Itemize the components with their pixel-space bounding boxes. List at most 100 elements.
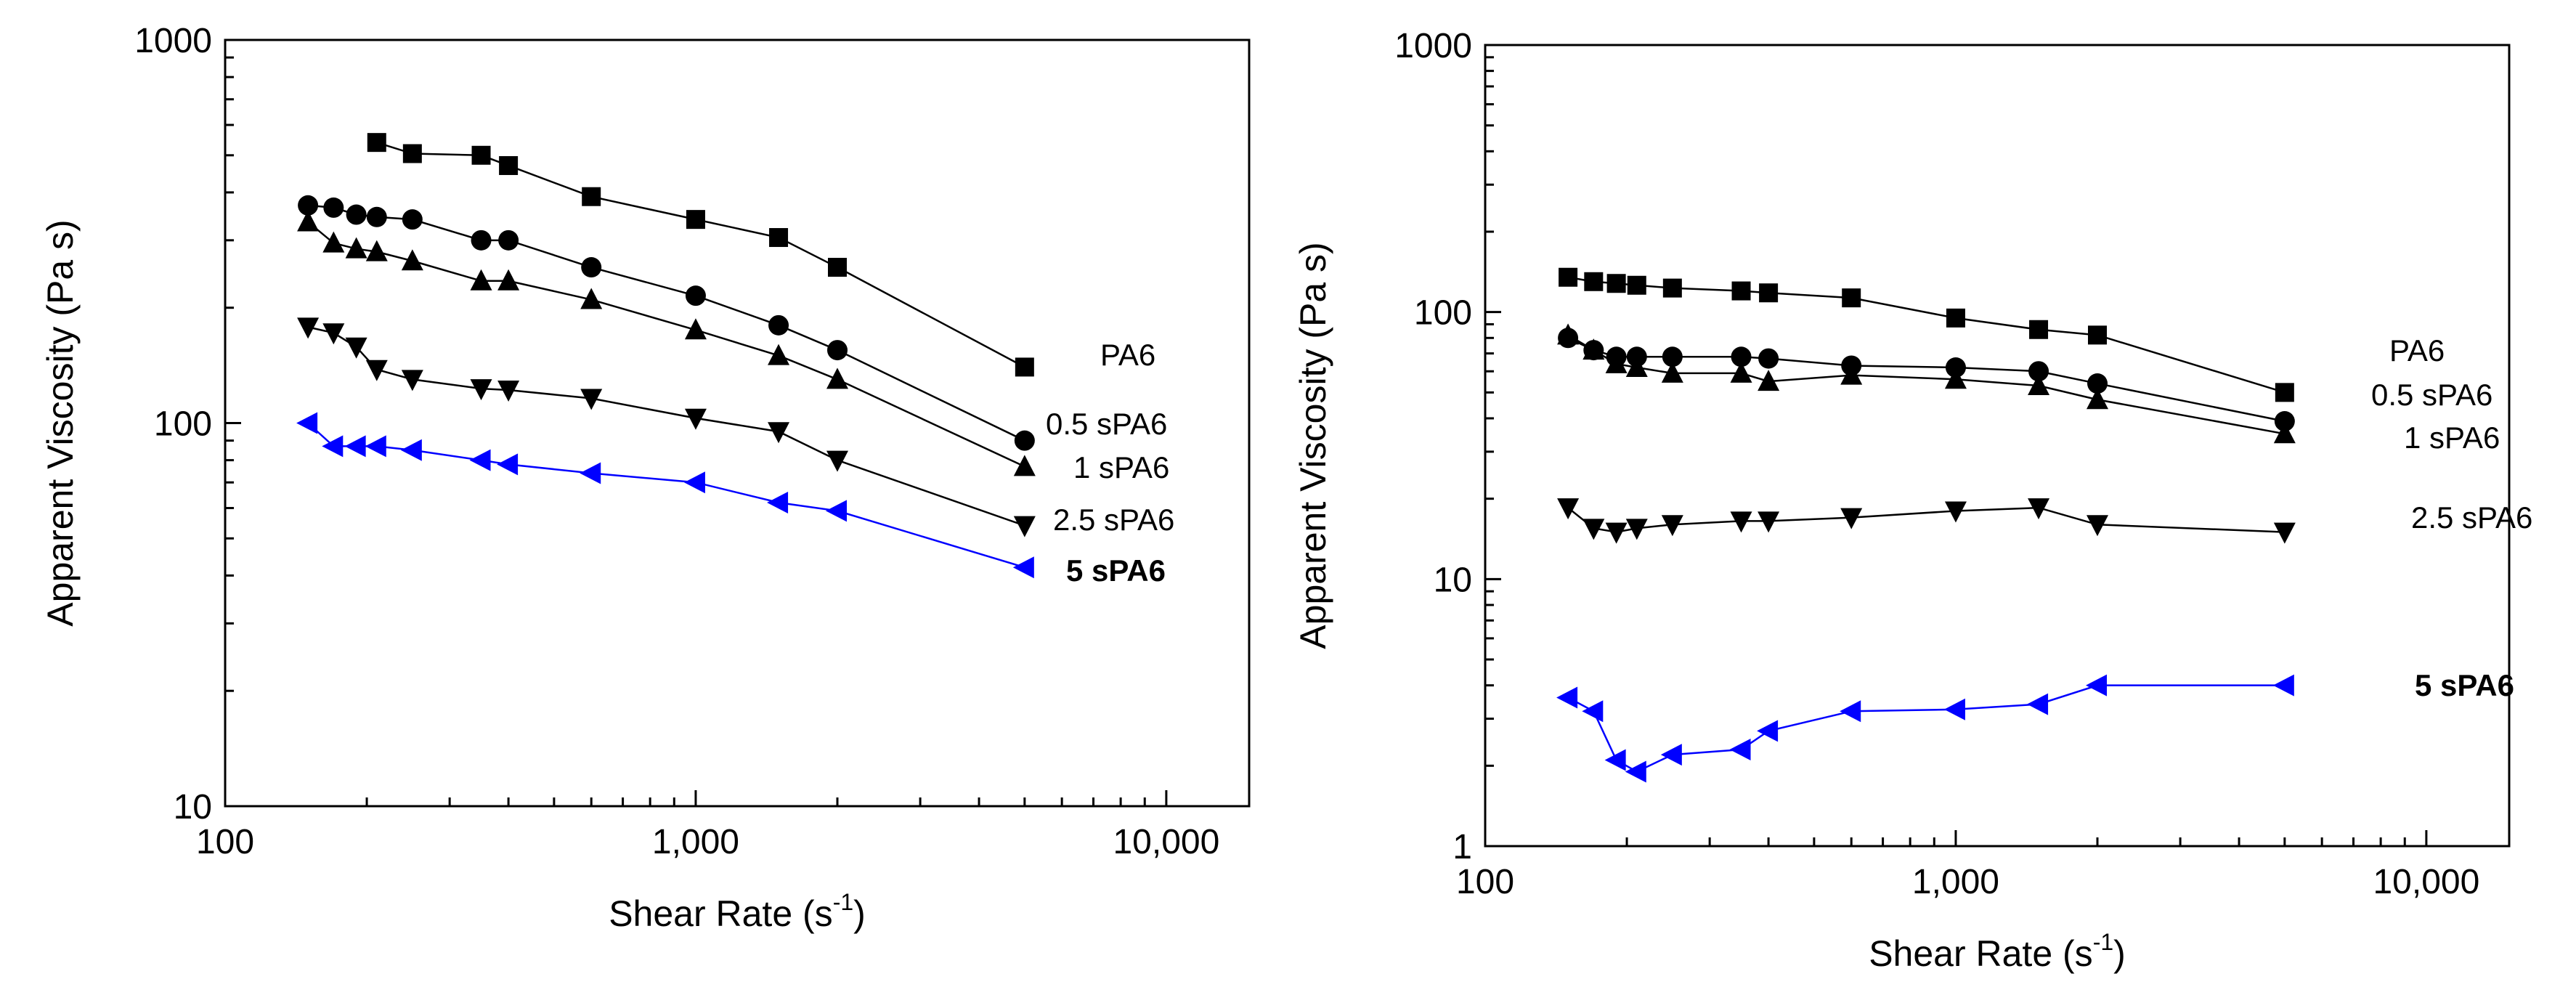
x-tick-label: 10,000 [1113, 823, 1219, 861]
data-point [1758, 511, 1780, 533]
data-point [1758, 348, 1779, 369]
series-label: 1 sPA6 [2404, 421, 2500, 455]
data-point [768, 314, 789, 336]
series-0-5-sPA6: 0.5 sPA6 [1558, 328, 2492, 432]
data-point [1662, 278, 1682, 298]
data-point [470, 379, 492, 401]
data-point [1014, 430, 1035, 451]
data-point [581, 257, 602, 278]
data-point [2087, 388, 2109, 410]
data-point [1729, 739, 1751, 761]
series-1-sPA6: 1 sPA6 [297, 210, 1169, 484]
data-point [298, 195, 319, 216]
y-tick-label: 1 [1452, 828, 1472, 866]
data-point [2274, 411, 2295, 432]
data-point [1015, 357, 1034, 377]
y-tick-label: 10 [1434, 561, 1472, 599]
data-point [470, 269, 492, 291]
data-point [2272, 674, 2294, 697]
data-point [365, 240, 388, 261]
data-point [582, 187, 601, 206]
x-tick-label: 1,000 [1912, 863, 1999, 901]
data-point [1557, 323, 1580, 345]
data-point [345, 237, 367, 259]
data-point [580, 288, 603, 309]
data-point [499, 155, 519, 175]
data-point [1605, 352, 1628, 373]
data-point [826, 500, 848, 522]
data-point [1945, 357, 1966, 378]
data-point [1943, 698, 1965, 720]
data-point [1625, 760, 1646, 783]
data-point [365, 360, 388, 381]
data-point [497, 453, 519, 476]
data-point [471, 145, 491, 165]
series-0-5-sPA6: 0.5 sPA6 [298, 195, 1167, 451]
data-point [322, 231, 345, 253]
data-point [1557, 498, 1580, 520]
data-point [402, 209, 423, 230]
data-point [1012, 556, 1034, 579]
data-point [345, 337, 367, 359]
data-point [2028, 374, 2050, 396]
data-point [2088, 325, 2108, 345]
plot-frame [1484, 44, 2511, 848]
data-point [827, 340, 848, 361]
data-point [401, 370, 423, 391]
data-point [365, 435, 386, 458]
y-axis-title: Apparent Viscosity (Pa s) [40, 219, 81, 626]
data-point [1731, 281, 1751, 301]
data-point [296, 412, 318, 434]
series-1-sPA6: 1 sPA6 [1557, 323, 2500, 455]
data-point [2028, 498, 2050, 520]
data-point [2273, 522, 2296, 544]
data-point [768, 422, 790, 444]
data-point [2027, 693, 2049, 715]
series-5-sPA6: 5 sPA6 [1556, 668, 2514, 783]
data-point [1730, 361, 1752, 383]
series-label: 5 sPA6 [2415, 668, 2514, 702]
data-point [297, 317, 320, 339]
data-point [497, 269, 520, 291]
data-point [1946, 308, 1965, 328]
data-point [322, 435, 344, 458]
data-point [684, 318, 707, 340]
data-point [1842, 288, 1861, 308]
data-point [826, 450, 849, 472]
data-point [367, 133, 386, 153]
data-point [366, 206, 387, 227]
data-point [2275, 383, 2294, 402]
data-point [400, 439, 422, 461]
data-point [686, 210, 705, 230]
data-point [1758, 370, 1780, 391]
data-point [1840, 508, 1863, 529]
series-PA6: PA6 [1559, 267, 2445, 402]
data-point [2029, 320, 2049, 339]
data-point [1582, 519, 1605, 540]
data-point [767, 492, 789, 514]
data-point [498, 230, 519, 251]
data-point [768, 344, 790, 365]
data-point [1013, 516, 1036, 537]
data-point [1757, 720, 1779, 742]
y-tick-label: 1000 [1394, 27, 1472, 65]
data-point [1556, 686, 1578, 709]
data-point [2086, 674, 2108, 697]
data-point [1660, 744, 1682, 766]
data-point [2087, 515, 2109, 537]
y-tick-label: 100 [154, 405, 212, 444]
data-point [1944, 368, 1967, 389]
data-point [1013, 455, 1036, 476]
data-point [684, 408, 707, 430]
series-label: 0.5 sPA6 [1046, 407, 1167, 441]
data-point [1625, 355, 1648, 377]
data-point [685, 285, 706, 306]
series-label: 5 sPA6 [1066, 553, 1166, 588]
y-tick-label: 100 [1414, 294, 1472, 333]
chart-right: 100 1,000 10,000 1 10 100 1000 Shear Rate (s-1)… [1293, 27, 2532, 974]
data-point [1661, 515, 1683, 537]
data-point [1731, 346, 1752, 368]
data-point [1944, 501, 1967, 523]
data-point [1840, 363, 1863, 385]
